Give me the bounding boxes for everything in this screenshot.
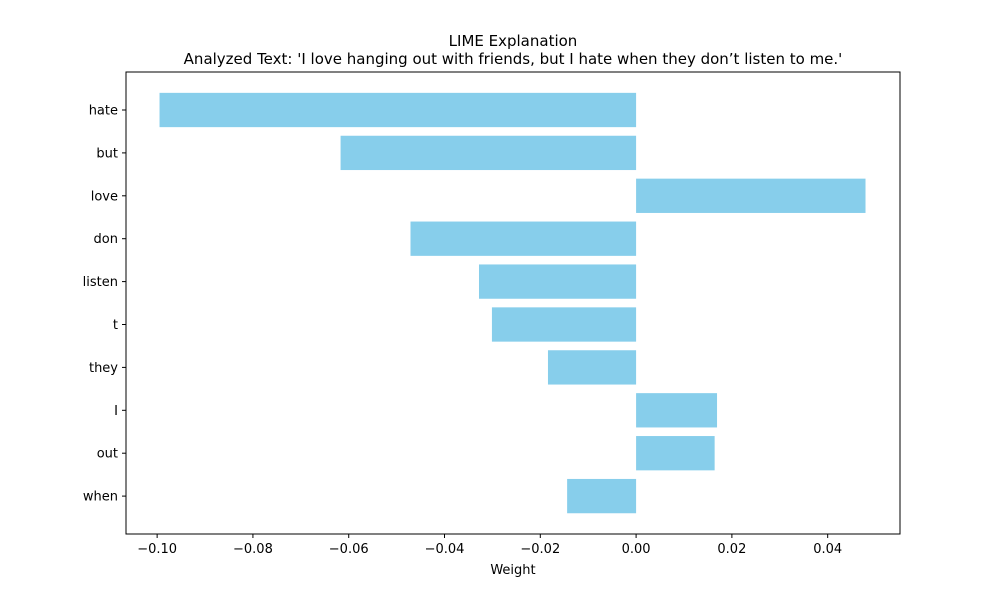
- x-axis-ticks: −0.10 −0.08 −0.06 −0.04 −0.02 0.00 0.02 0.04: [137, 534, 842, 557]
- x-tick-label: 0.02: [717, 542, 746, 557]
- bar-love: [636, 178, 866, 213]
- y-tick-label: t: [113, 318, 118, 333]
- bar-out: [636, 436, 715, 471]
- x-tick-label: 0.04: [813, 542, 842, 557]
- chart-title: LIME Explanation: [449, 32, 578, 50]
- x-tick-label: −0.04: [425, 542, 465, 557]
- x-tick-label: −0.10: [137, 542, 177, 557]
- bar-they: [547, 350, 637, 385]
- bar-listen: [478, 264, 637, 299]
- y-tick-label: but: [96, 146, 118, 161]
- x-tick-label: 0.00: [622, 542, 651, 557]
- y-tick-label: hate: [89, 104, 118, 119]
- plot-frame: [125, 71, 901, 535]
- bar-I: [636, 393, 718, 428]
- chart-subtitle: Analyzed Text: 'I love hanging out with …: [184, 50, 843, 68]
- y-tick-label: they: [89, 361, 118, 376]
- bar-don: [410, 221, 637, 256]
- y-tick-label: love: [91, 189, 118, 204]
- x-tick-label: −0.06: [329, 542, 369, 557]
- x-tick-label: −0.08: [233, 542, 273, 557]
- bar-but: [340, 135, 637, 171]
- y-tick-label: don: [94, 232, 118, 247]
- x-tick-label: −0.02: [520, 542, 560, 557]
- x-axis-label: Weight: [490, 563, 535, 578]
- y-tick-label: out: [97, 447, 118, 462]
- bar-when: [567, 478, 637, 514]
- y-tick-label: listen: [83, 275, 118, 290]
- bars-group: [159, 92, 866, 514]
- bar-t: [491, 307, 637, 342]
- bar-hate: [159, 92, 637, 128]
- y-tick-label: I: [114, 404, 118, 419]
- y-tick-label: when: [83, 490, 118, 505]
